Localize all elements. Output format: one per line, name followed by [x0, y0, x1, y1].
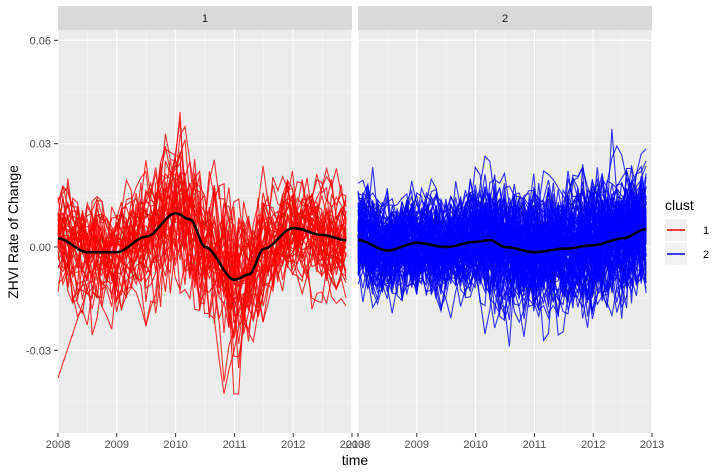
series-line — [57, 185, 347, 277]
y-tick-label: 0.06 — [30, 35, 51, 47]
series-line — [357, 178, 647, 307]
series-line — [357, 168, 647, 303]
x-tick-label: 2013 — [340, 439, 364, 451]
x-tick-label: 2011 — [223, 439, 247, 451]
legend-label-1: 1 — [703, 225, 709, 237]
legend: clust 1 2 — [665, 197, 709, 265]
panel-1-strip — [58, 6, 352, 30]
panel-1-series-lines — [57, 111, 347, 395]
x-tick-label: 2008 — [346, 439, 370, 451]
series-line — [357, 193, 647, 337]
series-line — [57, 173, 347, 307]
legend-title: clust — [665, 197, 694, 213]
panel-1-smooth-trend — [57, 211, 347, 281]
y-tick-label: 0.00 — [30, 242, 51, 254]
x-tick-label: 2012 — [581, 439, 605, 451]
y-axis: -0.03 0.00 0.03 0.06 — [26, 35, 58, 357]
x-tick-label: 2012 — [281, 439, 305, 451]
series-line — [357, 206, 647, 317]
panel-2-smooth-trend — [357, 227, 647, 254]
panel-2-strip-label: 2 — [502, 13, 508, 25]
x-tick-label: 2013 — [640, 439, 664, 451]
panel-1-strip-label: 1 — [202, 13, 208, 25]
panel-2-series-lines — [357, 128, 647, 347]
series-line — [357, 189, 647, 297]
x-tick-label: 2011 — [523, 439, 547, 451]
legend-label-2: 2 — [703, 249, 709, 261]
x-tick-label: 2010 — [463, 439, 487, 451]
x-tick-label: 2008 — [46, 439, 70, 451]
series-line — [57, 197, 347, 382]
panel-2-strip — [358, 6, 652, 30]
y-tick-label: 0.03 — [30, 139, 51, 151]
y-axis-title: ZHVI Rate of Change — [5, 165, 21, 299]
series-line — [357, 171, 647, 304]
x-tick-label: 2009 — [405, 439, 429, 451]
x-axis-title: time — [342, 452, 369, 468]
y-tick-label: -0.03 — [26, 345, 51, 357]
x-tick-label: 2010 — [163, 439, 187, 451]
x-tick-label: 2009 — [105, 439, 129, 451]
